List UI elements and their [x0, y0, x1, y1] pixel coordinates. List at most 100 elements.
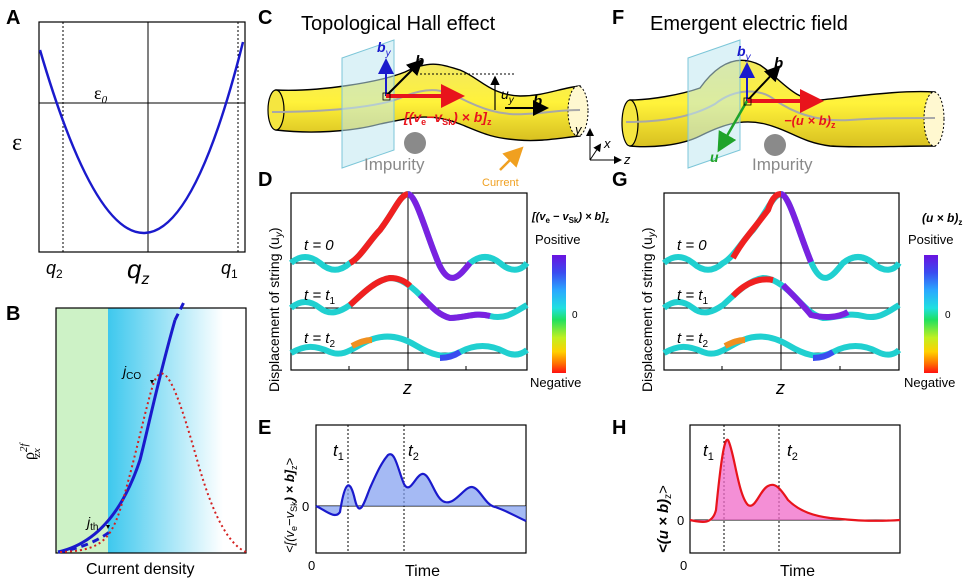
panel-c-axis-y-label: y [574, 122, 583, 137]
panel-e-letter: E [258, 417, 271, 439]
panel-b-jth-marker [106, 525, 110, 529]
panel-d-t2: t = t2 [304, 330, 335, 350]
panel-g-ticks [721, 366, 841, 370]
panel-f-force-label: −(u × b)z [784, 113, 836, 130]
panel-b-frame [55, 307, 247, 554]
panel-f-right-angle [743, 97, 752, 106]
panel-g-string-t1 [662, 274, 901, 322]
panel-g-letter: G [612, 169, 628, 191]
panel-d: D t = 0 t = t1 t = t2 Displacement of st… [258, 169, 609, 398]
panel-e-t2: t2 [408, 441, 419, 463]
panel-a-qz: qz [127, 254, 149, 288]
panel-e-y0: 0 [302, 499, 309, 514]
panel-c-b-label: b [415, 53, 424, 70]
panel-d-ticks [348, 366, 467, 370]
panel-d-t0: t = 0 [304, 237, 334, 254]
panel-b-jco: jCO [121, 363, 141, 382]
panel-g-string-t1-red [730, 276, 774, 299]
panel-d-cbar-zero: 0 [572, 310, 578, 321]
panel-h-frame [689, 424, 901, 554]
panel-b-red-dotted [59, 372, 247, 553]
panel-e-t1: t1 [333, 441, 344, 463]
panel-d-string-t1-purple [417, 292, 491, 322]
panel-f-tube-left-end [621, 99, 639, 147]
panel-h-ylabel: <(u × b)z> [655, 485, 674, 553]
panel-f-udot-arrow [717, 100, 749, 153]
panel-b-cyan-region [108, 308, 223, 553]
panel-a-q1: q1 [221, 258, 238, 281]
panel-g-string-t2 [662, 333, 902, 359]
panel-d-string-t2-orange [350, 337, 373, 349]
panel-c-right-angle [382, 92, 391, 101]
panel-c-cross-section-plane [341, 39, 395, 169]
panel-d-colorbar [552, 255, 566, 373]
panel-e-ylabel: <[(ve−vSk) × b]z> [282, 458, 299, 553]
panel-g-string-t2-blue [812, 349, 835, 361]
panel-g-xlabel: z [775, 378, 785, 398]
panel-a-ylabel: ε [12, 130, 22, 156]
panel-d-xlabel: z [402, 378, 412, 398]
panel-c-impurity [404, 132, 426, 154]
panel-c-b-arrow [385, 59, 423, 97]
panel-d-string-t2-blue [439, 349, 462, 361]
panel-b-blue-dashed-top [173, 299, 187, 321]
panel-b-blue-solid [57, 319, 177, 554]
panel-c-axis-x-label: x [603, 136, 611, 151]
panel-d-ylabel: Displacement of string (uy) [266, 227, 285, 392]
panel-h-area [690, 439, 900, 522]
panel-f-by: by [737, 43, 752, 63]
panel-c-impurity-label: Impurity [364, 155, 425, 174]
panel-c-force-label: [(ve−vSk) × b]z [403, 109, 492, 127]
panel-g-string-t1-purple [780, 282, 850, 320]
panel-c-b-right-label: b [533, 93, 542, 110]
panel-a-epsilon0: ε0 [94, 83, 108, 106]
panel-b-letter: B [6, 303, 20, 325]
panel-g-t0: t = 0 [677, 237, 707, 254]
panel-f-title: Emergent electric field [650, 13, 848, 35]
panel-a-q2: q2 [46, 258, 63, 281]
panel-f-impurity [764, 134, 786, 156]
panel-d-string-t0 [289, 190, 530, 281]
panel-d-cbar-positive: Positive [535, 232, 581, 247]
panel-h-t1: t1 [703, 441, 714, 463]
panel-h-t2: t2 [787, 441, 798, 463]
panel-h-xlabel: Time [780, 563, 815, 578]
panel-c-tube-left-end [267, 89, 285, 131]
panel-g-colorbar [924, 255, 938, 373]
panel-f-b-label: b [774, 55, 783, 72]
panel-g-cbar-negative: Negative [904, 375, 955, 390]
panel-d-string-t2 [289, 333, 529, 359]
panel-g: G t = 0 t = t1 t = t2 Displacement of st… [612, 169, 962, 398]
panel-e-area [316, 454, 526, 521]
panel-h-letter: H [612, 417, 626, 439]
panel-c-uy: uy [501, 86, 515, 106]
panel-d-cbar-title: [(ve − vSk) × b]z [531, 211, 609, 225]
panel-a-letter: A [6, 7, 20, 29]
panel-b-jth: jth [85, 514, 98, 533]
panel-c-letter: C [258, 7, 272, 29]
panel-d-t1: t = t1 [304, 287, 335, 307]
panel-f-udot-label: u [710, 149, 719, 165]
panel-c-current-label: Current [482, 177, 519, 189]
panel-g-ylabel: Displacement of string (uy) [639, 227, 658, 392]
panel-g-string-t0-red [730, 191, 782, 260]
panel-b-ylabel: ρ2fzx [18, 442, 43, 460]
panel-h-x0: 0 [680, 558, 687, 573]
panel-e-frame [315, 424, 527, 554]
panel-g-t2: t = t2 [677, 330, 708, 350]
panel-f: F Emergent electric field by b u −(u × b… [612, 7, 945, 174]
panel-d-cbar-negative: Negative [530, 375, 581, 390]
panel-g-cbar-positive: Positive [908, 232, 954, 247]
panel-e-curve [315, 453, 527, 523]
panel-d-string-t0-purple [406, 191, 473, 281]
panel-h-y0: 0 [677, 513, 684, 528]
panel-g-t1: t = t1 [677, 287, 708, 307]
panel-f-impurity-label: Impurity [752, 155, 813, 174]
panel-a-parabola [38, 41, 245, 235]
panel-f-b-arrow [746, 65, 781, 102]
panel-a: A ε0 ε q2 qz q1 [6, 7, 246, 288]
panel-d-string-t0-red [348, 191, 409, 266]
panel-g-cbar-zero: 0 [945, 310, 951, 321]
panel-e-x0: 0 [308, 558, 315, 573]
